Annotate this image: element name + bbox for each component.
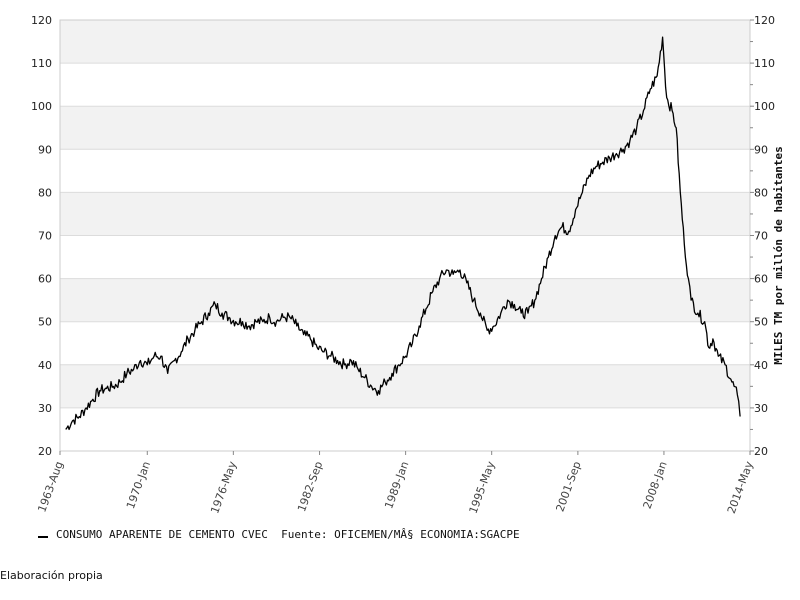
y-tick-label-left: 40: [38, 359, 52, 372]
y-tick-label-left: 70: [38, 230, 52, 243]
right-y-axis: 20 30 40 50 60 70 80 90 100 110 120: [750, 14, 775, 458]
series-line: [65, 36, 741, 431]
grid-band: [60, 20, 750, 64]
y-tick-label-right: 20: [754, 445, 768, 458]
y-tick-label-left: 110: [31, 57, 52, 70]
y-tick-label-right: 90: [754, 143, 768, 156]
x-tick-label: 2014-May: [725, 459, 756, 515]
grid-band: [60, 106, 750, 150]
y-tick-label-right: 60: [754, 273, 768, 286]
x-tick-label: 1963-Aug: [35, 460, 65, 514]
grid-band: [60, 192, 750, 236]
grid-band: [60, 364, 750, 408]
footer-note: Elaboración propia: [0, 569, 103, 582]
y-tick-label-left: 100: [31, 100, 52, 113]
x-tick-label: 1995-May: [467, 459, 498, 515]
x-axis: 1963-Aug 1970-Jan 1976-May 1982-Sep 1989-Jan…: [35, 451, 756, 515]
x-tick-label: 1970-Jan: [124, 460, 153, 511]
legend-swatch: [38, 536, 48, 538]
y-tick-label-left: 50: [38, 316, 52, 329]
y-tick-label-right: 80: [754, 186, 768, 199]
y-tick-label-right: 50: [754, 316, 768, 329]
y-tick-label-right: 120: [754, 14, 775, 27]
x-tick-label: 2008-Jan: [641, 460, 670, 511]
x-tick-label: 2001-Sep: [553, 460, 583, 514]
y-tick-label-left: 80: [38, 186, 52, 199]
y-tick-label-right: 40: [754, 359, 768, 372]
y-tick-label-left: 60: [38, 273, 52, 286]
y-tick-label-left: 30: [38, 402, 52, 415]
legend-label: CONSUMO APARENTE DE CEMENTO CVEC Fuente:…: [56, 527, 520, 541]
y-axis-title: MILES TM por millón de habitantes: [772, 146, 785, 365]
y-tick-label-right: 30: [754, 402, 768, 415]
grid-band: [60, 278, 750, 322]
y-tick-label-right: 100: [754, 100, 775, 113]
y-tick-label-left: 120: [31, 14, 52, 27]
y-tick-label-right: 110: [754, 57, 775, 70]
x-tick-label: 1989-Jan: [382, 460, 411, 511]
legend: CONSUMO APARENTE DE CEMENTO CVEC Fuente:…: [38, 526, 520, 542]
y-tick-label-left: 20: [38, 445, 52, 458]
y-tick-label-right: 70: [754, 230, 768, 243]
x-tick-label: 1976-May: [208, 459, 239, 515]
left-y-axis: 20 30 40 50 60 70 80 90 100 110 120: [31, 14, 52, 458]
y-tick-label-left: 90: [38, 143, 52, 156]
grid-bands: [60, 20, 750, 408]
x-tick-label: 1982-Sep: [295, 460, 325, 514]
